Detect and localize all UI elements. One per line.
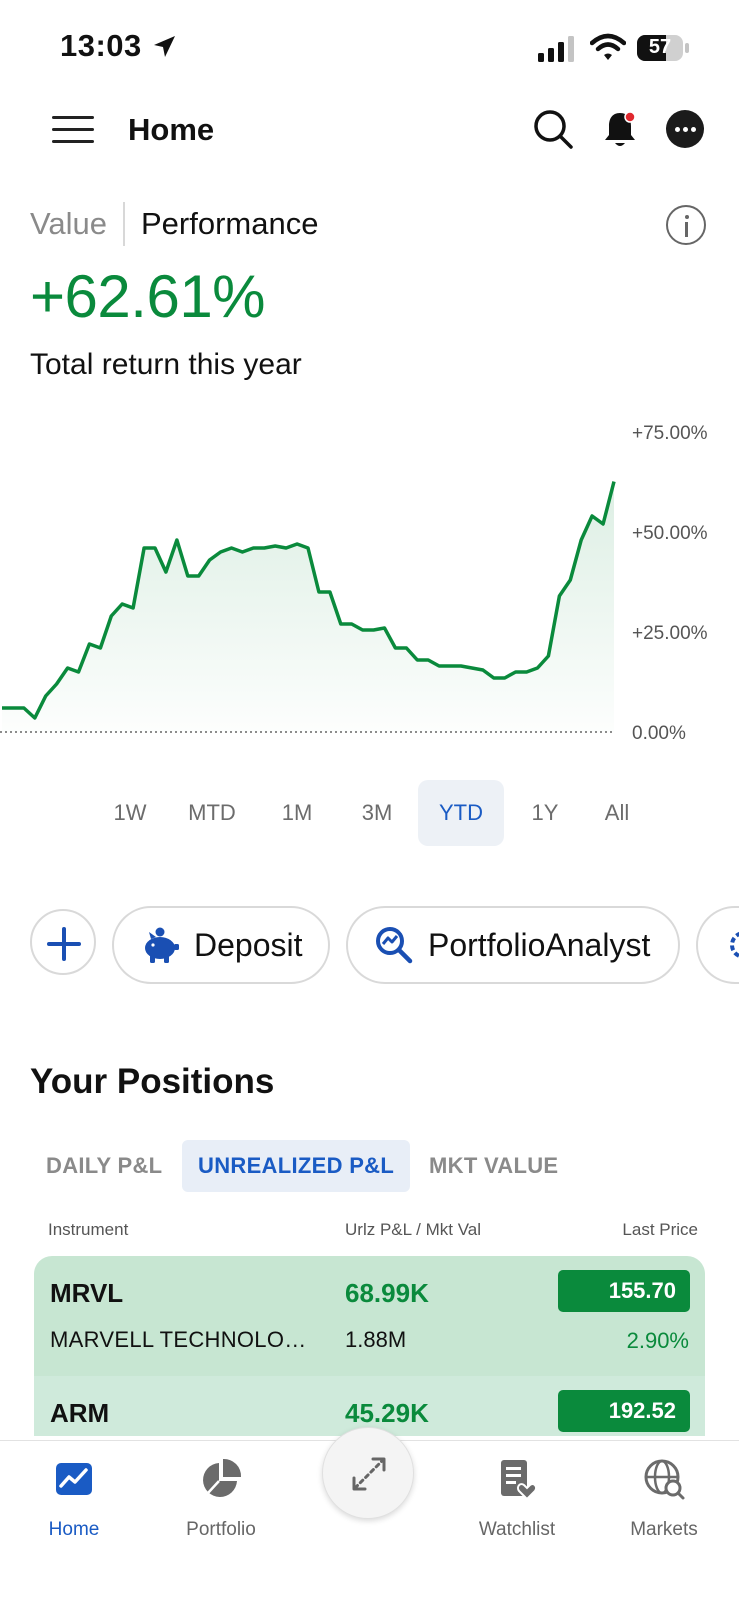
chart-svg: +75.00% +50.00% +25.00% 0.00% <box>0 423 708 744</box>
position-unrealized-pnl: 68.99K <box>345 1278 429 1308</box>
position-last-price: 155.70 <box>558 1270 690 1312</box>
refresh-icon <box>730 932 739 959</box>
position-change: 2.90% <box>626 1328 689 1353</box>
position-last-price: 192.52 <box>558 1390 690 1432</box>
analytics-search-icon <box>376 927 413 964</box>
column-pnl-mkt: Urlz P&L / Mkt Val <box>345 1220 482 1239</box>
wifi-icon <box>590 33 626 60</box>
quick-actions: Deposit PortfolioAnalyst <box>0 906 739 986</box>
range-1m[interactable]: 1M <box>281 800 313 825</box>
tab-mkt-value[interactable]: MKT VALUE <box>429 1153 559 1178</box>
y-tick-label: +50.00% <box>632 523 708 544</box>
nav-home[interactable]: Home <box>14 1441 134 1561</box>
expand-arrows-icon <box>352 1457 386 1491</box>
positions-tabs: DAILY P&L UNREALIZED P&L MKT VALUE <box>30 1140 710 1192</box>
range-selector: 1W MTD 1M 3M YTD 1Y All <box>96 780 656 846</box>
more-icon[interactable] <box>666 110 704 148</box>
tab-unrealized-pnl[interactable]: UNREALIZED P&L <box>182 1140 411 1192</box>
home-chart-icon <box>56 1463 92 1495</box>
total-return-value: +62.61% <box>30 263 266 330</box>
nav-home-label: Home <box>48 1519 100 1540</box>
nav-markets[interactable]: Markets <box>604 1441 724 1561</box>
position-symbol: ARM <box>50 1398 110 1428</box>
y-tick-label: +75.00% <box>632 423 708 444</box>
positions-table-header: Instrument Urlz P&L / Mkt Val Last Price <box>30 1220 710 1244</box>
nav-portfolio-label: Portfolio <box>186 1519 256 1540</box>
column-instrument: Instrument <box>48 1220 129 1239</box>
table-row[interactable]: MRVL MARVELL TECHNOLO… 68.99K 1.88M 155.… <box>34 1256 705 1376</box>
table-row[interactable]: ARM 45.29K 192.52 <box>34 1376 705 1436</box>
position-symbol: MRVL <box>50 1278 124 1308</box>
range-1w[interactable]: 1W <box>113 800 147 825</box>
nav-watchlist[interactable]: Watchlist <box>457 1441 577 1561</box>
search-icon[interactable] <box>532 108 574 150</box>
y-tick-label: +25.00% <box>632 623 708 644</box>
more-actions-button[interactable] <box>696 906 739 984</box>
tab-daily-pnl[interactable]: DAILY P&L <box>46 1153 163 1178</box>
tab-divider <box>123 202 125 246</box>
add-button[interactable] <box>30 909 96 975</box>
column-last-price: Last Price <box>622 1220 698 1239</box>
tab-performance[interactable]: Performance <box>141 206 319 241</box>
range-ytd[interactable]: YTD <box>418 780 504 846</box>
globe-search-icon <box>644 1459 685 1500</box>
position-market-value: 1.88M <box>345 1327 407 1352</box>
total-return-caption: Total return this year <box>30 348 302 381</box>
position-unrealized-pnl: 45.29K <box>345 1398 429 1428</box>
bottom-nav: Home Portfolio Watchlist <box>0 1427 739 1600</box>
range-3m[interactable]: 3M <box>361 800 393 825</box>
nav-watchlist-label: Watchlist <box>478 1519 556 1540</box>
piggy-bank-icon <box>145 927 179 963</box>
range-all[interactable]: All <box>604 800 630 825</box>
expand-button[interactable] <box>322 1427 414 1519</box>
signal-icon <box>538 36 574 62</box>
menu-icon[interactable] <box>52 114 94 146</box>
deposit-label: Deposit <box>194 926 303 963</box>
tab-value[interactable]: Value <box>30 206 107 241</box>
position-name: MARVELL TECHNOLO… <box>50 1327 307 1352</box>
bell-icon[interactable] <box>600 108 640 150</box>
y-tick-label: 0.00% <box>632 723 686 744</box>
deposit-button[interactable]: Deposit <box>112 906 330 984</box>
status-bar: 13:03 57 <box>0 0 739 96</box>
performance-toggle: Value Performance <box>30 202 318 246</box>
portfolio-analyst-label: PortfolioAnalyst <box>428 926 651 963</box>
chart-area-fill <box>2 481 614 732</box>
nav-portfolio[interactable]: Portfolio <box>161 1441 281 1561</box>
location-arrow-icon <box>154 36 175 57</box>
page-title: Home <box>128 112 215 147</box>
info-icon[interactable] <box>666 205 706 245</box>
range-mtd[interactable]: MTD <box>188 800 236 825</box>
status-time: 13:03 <box>60 28 142 63</box>
positions-title: Your Positions <box>30 1062 275 1101</box>
positions-list: MRVL MARVELL TECHNOLO… 68.99K 1.88M 155.… <box>34 1256 705 1436</box>
chart-series-line <box>2 481 616 720</box>
watchlist-icon <box>501 1460 538 1501</box>
portfolio-analyst-button[interactable]: PortfolioAnalyst <box>346 906 680 984</box>
range-1y[interactable]: 1Y <box>531 800 559 825</box>
y-axis-ticks: +75.00% +50.00% +25.00% 0.00% <box>632 423 708 744</box>
nav-markets-label: Markets <box>630 1519 698 1540</box>
app-header: Home <box>0 96 739 168</box>
pie-chart-icon <box>203 1458 242 1497</box>
performance-chart[interactable]: +75.00% +50.00% +25.00% 0.00% <box>0 420 739 760</box>
battery-icon <box>637 35 689 61</box>
battery-level: 57 <box>648 36 672 58</box>
